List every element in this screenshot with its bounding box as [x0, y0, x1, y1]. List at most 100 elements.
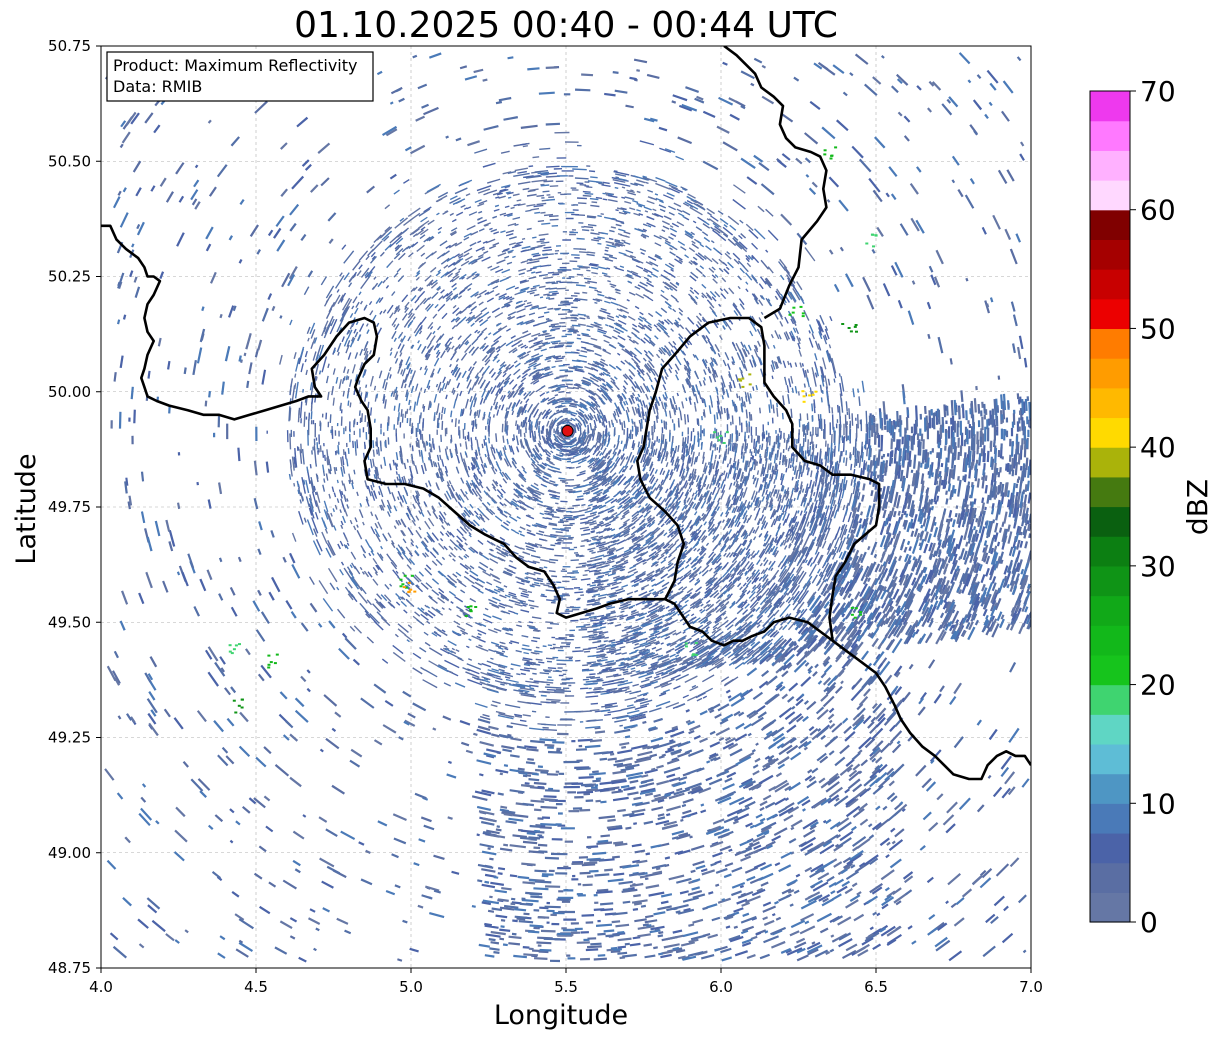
colorbar-segment [1090, 892, 1130, 923]
echo-cell [684, 645, 688, 648]
echo-cell [399, 578, 403, 581]
colorbar-segment [1090, 417, 1130, 448]
echo-cell [808, 394, 812, 397]
echo-cell [240, 698, 244, 701]
colorbar-segment [1090, 773, 1130, 804]
colorbar-tick-label: 30 [1140, 550, 1176, 583]
colorbar-segment [1090, 269, 1130, 300]
y-tick-label: 50.00 [48, 383, 91, 401]
echo-cell [407, 581, 411, 584]
colorbar-segment [1090, 565, 1130, 597]
border-line [101, 224, 1031, 781]
echo-cell [469, 610, 473, 613]
echo-cell [238, 643, 241, 646]
echo-cell [870, 233, 874, 236]
echo-cell [402, 586, 406, 589]
colorbar-tick-label: 0 [1140, 906, 1158, 939]
colorbar-segment [1090, 180, 1130, 211]
echo-cell [399, 585, 403, 588]
echo-cell [792, 306, 796, 309]
echo-cell [267, 663, 271, 666]
echo-cell [234, 711, 238, 714]
info-product: Product: Maximum Reflectivity [113, 56, 357, 75]
colorbar-segment [1090, 358, 1130, 389]
echo-cell [269, 661, 273, 664]
echo-cell [741, 385, 745, 388]
echo-cell [691, 654, 695, 657]
echo-cell [464, 614, 468, 617]
colorbar-tick-label: 60 [1140, 194, 1176, 227]
colorbar-segment [1090, 150, 1130, 181]
y-tick-label: 49.50 [48, 613, 91, 631]
y-tick-label: 49.00 [48, 844, 91, 862]
echo-cell [739, 379, 743, 382]
echo-cell [853, 325, 857, 328]
colorbar-segment [1090, 209, 1130, 240]
echo-cell [694, 642, 698, 644]
echo-cell [748, 383, 752, 386]
echo-cell [874, 234, 878, 237]
x-tick-label: 6.5 [864, 978, 888, 996]
echo-cell [401, 583, 405, 586]
x-tick-label: 5.5 [554, 978, 578, 996]
colorbar-segment [1090, 654, 1130, 686]
echo-cell [830, 154, 834, 157]
x-tick-label: 4.0 [89, 978, 113, 996]
colorbar-segment [1090, 328, 1130, 359]
echo-cell [791, 311, 795, 314]
echo-cell [865, 242, 869, 245]
echo-cell [230, 652, 234, 655]
echo-cell [802, 395, 806, 398]
colorbar-segment [1090, 803, 1130, 834]
y-tick-label: 50.25 [48, 268, 91, 286]
echo-cell [834, 146, 838, 149]
colorbar-segment [1090, 239, 1130, 270]
echo-cell [801, 315, 805, 318]
colorbar: 0 10 20 30 40 50 60 70 [1089, 75, 1176, 939]
echo-cell [802, 400, 806, 403]
colorbar-tick-label: 70 [1140, 75, 1176, 108]
colorbar-label: dBZ [1181, 479, 1214, 535]
echo-cell [722, 442, 726, 444]
echo-cell [684, 642, 688, 645]
echo-cell [741, 377, 745, 380]
x-tick-label: 4.5 [244, 978, 268, 996]
colorbar-segment [1090, 625, 1130, 656]
echo-cell [273, 662, 277, 665]
echo-cell [713, 431, 717, 434]
echo-cell [850, 606, 854, 609]
echo-cell [466, 606, 470, 608]
echo-cell [716, 436, 719, 439]
y-axis: 50.75 50.50 50.25 50.00 49.75 49.50 49.25 49.00… [48, 37, 101, 977]
y-tick-label: 50.50 [48, 152, 91, 170]
echo-cell [232, 699, 236, 702]
echo-cell [694, 653, 698, 656]
figure-title: 01.10.2025 00:40 - 00:44 UTC [294, 5, 838, 46]
x-axis: 4.0 4.5 5.0 5.5 6.0 6.5 7.0 [89, 968, 1043, 996]
echo-cell [228, 644, 232, 647]
echo-cell [719, 434, 723, 437]
echo-cell [859, 613, 863, 616]
y-tick-label: 48.75 [48, 959, 91, 977]
x-tick-label: 6.0 [709, 978, 733, 996]
echo-cell [814, 390, 818, 393]
echo-cell [829, 157, 833, 160]
colorbar-segment [1090, 832, 1130, 864]
info-data-source: Data: RMIB [113, 77, 202, 96]
echo-cell [854, 607, 858, 610]
colorbar-segment [1090, 506, 1130, 537]
country-borders [101, 46, 1031, 781]
echo-cell [855, 330, 858, 333]
echo-cell [469, 608, 473, 611]
echo-cell [847, 327, 851, 329]
colorbar-tick-label: 10 [1140, 787, 1176, 820]
echo-cell [240, 706, 244, 709]
echo-cell [853, 616, 857, 619]
echo-cell [474, 606, 478, 608]
colorbar-frame [1089, 90, 1131, 923]
colorbar-tick-label: 50 [1140, 312, 1176, 345]
echo-cell [237, 704, 241, 707]
echo-cell [799, 305, 803, 308]
echo-cell [407, 591, 411, 594]
